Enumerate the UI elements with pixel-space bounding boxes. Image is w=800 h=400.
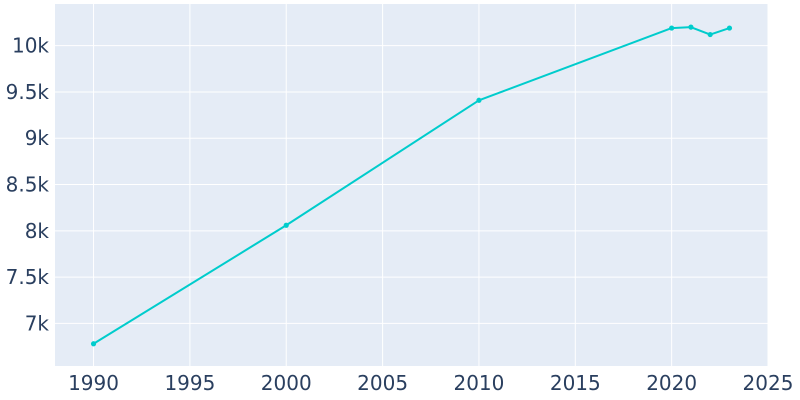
x-tick-label: 2015 — [550, 371, 601, 395]
x-tick-label: 1995 — [164, 371, 215, 395]
data-point[interactable] — [90, 341, 97, 347]
y-tick-label: 9.5k — [6, 80, 50, 104]
x-tick-label: 2020 — [646, 371, 697, 395]
grid-lines — [55, 4, 769, 366]
data-point[interactable] — [283, 222, 289, 228]
y-tick-label: 10k — [12, 34, 49, 58]
data-point[interactable] — [726, 25, 733, 31]
data-point[interactable] — [476, 97, 482, 103]
y-tick-label: 7.5k — [6, 265, 50, 289]
y-axis: 7k 7.5k 8k 8.5k 9k 9.5k 10k — [6, 34, 50, 336]
x-axis: 1990 1995 2000 2005 2010 2015 2020 2025 — [68, 371, 793, 395]
x-tick-label: 2010 — [453, 371, 504, 395]
data-point[interactable] — [707, 31, 713, 38]
y-tick-label: 8k — [25, 219, 50, 243]
y-tick-label: 8.5k — [6, 173, 50, 197]
x-tick-label: 2005 — [357, 371, 408, 395]
data-point[interactable] — [688, 24, 694, 30]
x-tick-label: 1990 — [68, 371, 119, 395]
x-tick-label: 2025 — [743, 371, 794, 395]
y-tick-label: 9k — [25, 126, 50, 150]
x-tick-label: 2000 — [261, 371, 312, 395]
y-tick-label: 7k — [25, 311, 50, 335]
points-layer — [90, 24, 733, 347]
data-point[interactable] — [669, 25, 675, 31]
